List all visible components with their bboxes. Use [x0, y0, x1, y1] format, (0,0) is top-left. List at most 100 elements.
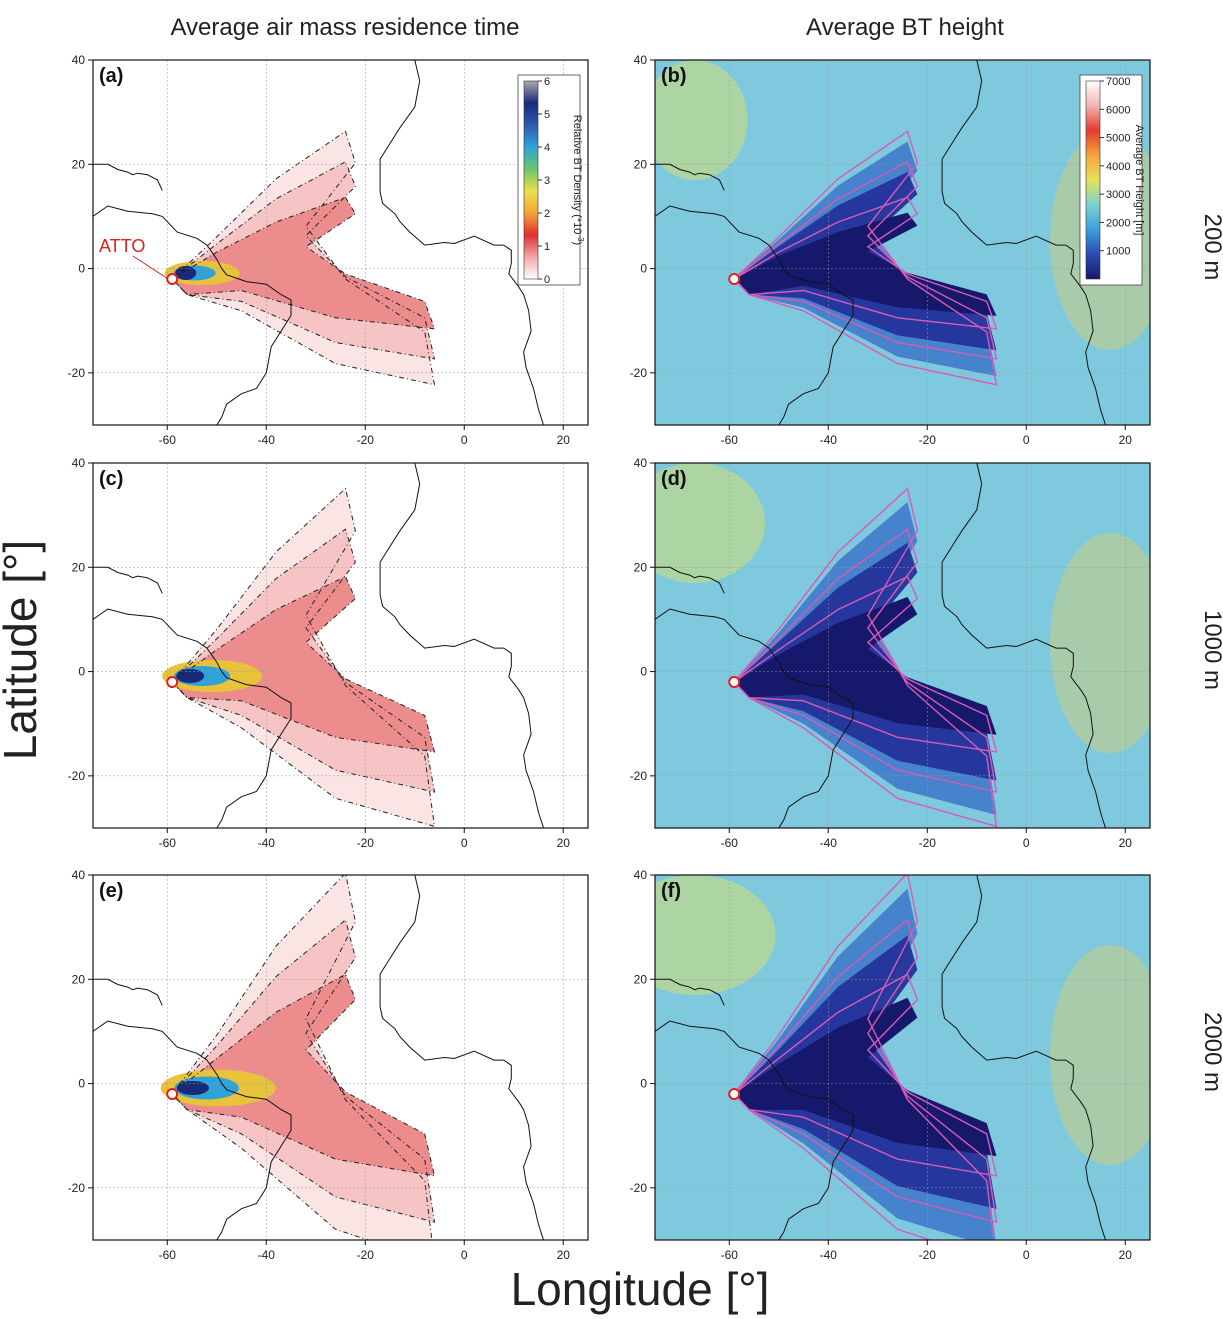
height-patch [655, 60, 748, 180]
panel-frame [654, 59, 1151, 426]
row-title-1000m: 1000 m [1199, 610, 1223, 690]
density-peak [175, 266, 197, 280]
map-panel-b: -60 -40 -20 0 20 -20 0 20 40 (b) 1000 2000 3000 4000 5… [630, 53, 1151, 447]
colorbar-tick-label: 6000 [1106, 104, 1130, 116]
coastline-south-america [655, 1020, 854, 1240]
x-tick-label: -40 [820, 433, 838, 447]
contour-line [171, 919, 436, 1223]
x-tick-label: 20 [1119, 433, 1133, 447]
x-tick-label: 0 [1023, 836, 1030, 850]
coastline-south-america [93, 1020, 292, 1240]
coastline-caribbean [93, 566, 163, 594]
contour-line [171, 875, 433, 1240]
coastline-caribbean [93, 163, 163, 191]
contour-line [733, 160, 998, 360]
y-tick-label: -20 [630, 769, 648, 783]
colorbar-tick-label: 3 [544, 175, 550, 187]
y-tick-label: 40 [634, 53, 648, 67]
colorbar-tick-label: 7000 [1106, 76, 1130, 88]
station-marker [728, 273, 741, 285]
y-tick-label: 0 [640, 262, 647, 276]
row-title-2000m: 2000 m [1199, 1012, 1223, 1092]
x-tick-label: 0 [461, 1248, 468, 1262]
coastline-africa [379, 463, 588, 828]
colorbar-tick-label: 4000 [1106, 161, 1130, 173]
height-patch [655, 463, 765, 583]
x-tick-label: -40 [820, 836, 838, 850]
x-tick-label: -20 [919, 433, 937, 447]
x-tick-label: 0 [1023, 433, 1030, 447]
colorbar-tick-label: 5 [544, 109, 550, 121]
colorbar-label: Average BT Height [m] [1133, 125, 1145, 236]
colorbar-tick-label: 1000 [1106, 246, 1130, 258]
contour-line [733, 875, 995, 1240]
contour-line [171, 161, 436, 360]
map-panel-e: -60 -40 -20 0 20 -20 0 20 40 (e) [68, 868, 589, 1262]
height-patch [1050, 945, 1150, 1165]
x-tick-label: 20 [1119, 836, 1133, 850]
y-tick-label: -20 [68, 1181, 86, 1195]
contour-line [733, 973, 998, 1177]
station-marker [728, 1088, 741, 1100]
contour-line [171, 130, 436, 386]
x-tick-label: -40 [258, 1248, 276, 1262]
x-tick-label: -60 [159, 1248, 177, 1262]
panel-frame [654, 874, 1151, 1241]
colorbar-tick-label: 5000 [1106, 133, 1130, 145]
panel-label: (d) [661, 468, 687, 490]
column-title-left: Average air mass residence time [170, 14, 519, 41]
contour-line [733, 918, 998, 1224]
x-tick-label: -20 [919, 836, 937, 850]
colorbar-tick-label: 4 [544, 142, 550, 154]
station-marker [728, 676, 741, 688]
panel-label: (e) [99, 880, 123, 902]
height-patch [655, 875, 776, 995]
contour-line [171, 973, 436, 1177]
contour-line [171, 576, 436, 753]
coastline-caribbean [655, 163, 725, 191]
y-tick-label: 40 [72, 456, 86, 470]
x-tick-label: -20 [919, 1248, 937, 1262]
x-tick-label: -40 [258, 836, 276, 850]
contour-line [733, 130, 998, 386]
x-tick-label: -20 [357, 433, 375, 447]
y-tick-label: 0 [640, 665, 647, 679]
height-plume-core [734, 212, 997, 316]
density-inner [172, 974, 435, 1176]
x-tick-label: -60 [721, 1248, 739, 1262]
height-patch [1050, 533, 1150, 753]
station-marker [166, 273, 179, 285]
colorbar-tick-label: 6 [544, 76, 550, 88]
panel-grid: -60 -40 -20 0 20 -20 0 20 40 (a) ATTO 0 1 2 3 4 5 6 Relati… [68, 53, 1151, 1262]
map-body [93, 875, 588, 1240]
x-tick-label: -60 [721, 433, 739, 447]
map-panel-f: -60 -40 -20 0 20 -20 0 20 40 (f) [630, 868, 1151, 1262]
y-tick-label: 20 [634, 972, 648, 986]
panel-frame [92, 874, 589, 1241]
colorbar-tick-label: 1 [544, 241, 550, 253]
x-tick-label: -60 [721, 836, 739, 850]
y-tick-label: -20 [630, 366, 648, 380]
x-tick-label: -60 [159, 836, 177, 850]
x-tick-label: -20 [357, 836, 375, 850]
column-title-right: Average BT height [806, 14, 1004, 41]
coastline-africa [941, 60, 1150, 425]
coastline-south-america [93, 205, 292, 425]
y-axis-label: Latitude [°] [0, 540, 46, 760]
x-tick-label: 20 [557, 1248, 571, 1262]
coastline-africa [379, 60, 588, 425]
y-tick-label: 40 [72, 53, 86, 67]
x-tick-label: 0 [461, 836, 468, 850]
panel-frame [92, 59, 589, 426]
y-tick-label: 20 [72, 560, 86, 574]
height-plume-core [734, 997, 997, 1157]
station-marker [166, 1088, 179, 1100]
x-tick-label: 0 [461, 433, 468, 447]
x-tick-label: 0 [1023, 1248, 1030, 1262]
y-tick-label: -20 [68, 769, 86, 783]
colorbar-ramp [523, 80, 539, 280]
contour-line [171, 528, 436, 793]
colorbar-tick-label: 2000 [1106, 217, 1130, 229]
y-tick-label: 0 [78, 262, 85, 276]
